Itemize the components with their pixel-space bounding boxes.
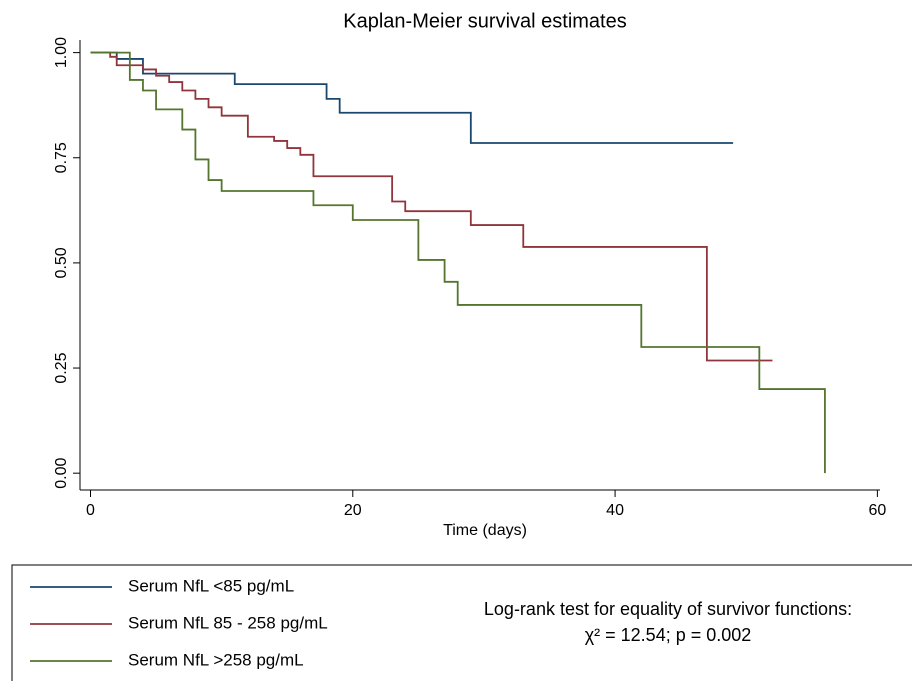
survival-curve (90, 51, 826, 474)
annotation: χ² = 12.54; p = 0.002 (585, 625, 752, 645)
x-tick-label: 0 (86, 502, 95, 519)
x-tick-label: 40 (606, 502, 624, 519)
y-tick-label: 0.00 (53, 458, 70, 489)
legend-label: Serum NfL <85 pg/mL (128, 576, 294, 595)
y-tick-label: 1.00 (53, 37, 70, 68)
y-tick-label: 0.50 (53, 247, 70, 278)
survival-curve (90, 51, 734, 144)
survival-curve (90, 51, 773, 362)
x-tick-label: 20 (344, 502, 362, 519)
annotation: Log-rank test for equality of survivor f… (484, 599, 852, 619)
y-tick-label: 0.75 (53, 142, 70, 173)
chart-title: Kaplan-Meier survival estimates (343, 10, 626, 32)
legend-label: Serum NfL 85 - 258 pg/mL (128, 613, 328, 632)
legend-box (11, 564, 912, 681)
y-tick-label: 0.25 (53, 352, 70, 383)
legend-label: Serum NfL >258 pg/mL (128, 650, 304, 669)
x-tick-label: 60 (868, 502, 886, 519)
x-axis-label: Time (days) (443, 522, 527, 539)
